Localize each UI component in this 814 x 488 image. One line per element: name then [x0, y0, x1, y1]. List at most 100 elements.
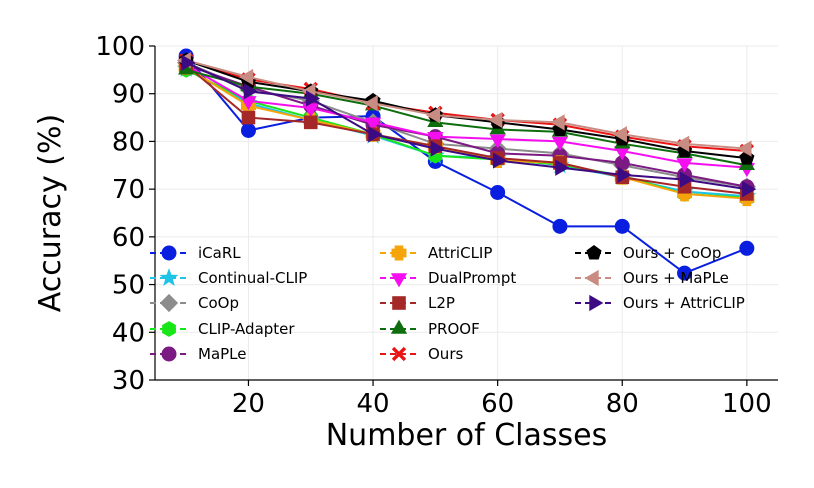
series-coop — [177, 53, 756, 196]
legend-item-continual-clip: Continual-CLIP — [150, 268, 307, 287]
data-point-ours-attriclip — [492, 152, 508, 169]
data-point-dualprompt — [489, 134, 506, 149]
data-point-ours-maple — [425, 107, 441, 124]
y-tick-label: 90 — [112, 80, 145, 110]
data-point-icarl — [677, 265, 693, 281]
y-tick-label: 50 — [112, 271, 145, 301]
data-point-icarl — [490, 184, 506, 200]
legend-item-ours-coop: Ours + CoOp — [575, 244, 721, 262]
legend-label: MaPLe — [198, 345, 247, 363]
legend-marker-ours-attriclip — [589, 294, 604, 312]
legend-marker-maple — [161, 346, 177, 362]
data-point-ours-maple — [488, 111, 503, 129]
legend-label: CLIP-Adapter — [198, 320, 295, 338]
grid — [155, 45, 778, 381]
legend-item-icarl: iCaRL — [150, 244, 241, 262]
series-line-attriclip — [185, 66, 747, 200]
data-point-ours-attriclip — [679, 171, 694, 188]
data-point-dualprompt — [676, 158, 693, 173]
data-point-icarl — [739, 240, 755, 256]
x-tick-label: 100 — [722, 389, 772, 419]
legend-item-ours-attriclip: Ours + AttriCLIP — [575, 294, 745, 312]
legend-item-maple: MaPLe — [150, 345, 247, 363]
series-line-l2p — [185, 64, 747, 195]
data-point-dualprompt — [364, 117, 382, 132]
y-axis-label: Accuracy (%) — [33, 114, 68, 312]
legend-item-ours: Ours — [380, 345, 463, 363]
legend-marker-dualprompt — [390, 273, 408, 288]
data-point-ours-maple — [550, 114, 565, 131]
legend-label: Ours + CoOp — [623, 244, 721, 262]
data-point-dualprompt — [551, 136, 569, 151]
series-line-ours-attriclip — [185, 61, 748, 191]
y-tick-label: 80 — [112, 127, 145, 157]
legend-item-proof: PROOF — [380, 319, 480, 338]
legend-item-ours-maple: Ours + MaPLe — [575, 269, 729, 287]
legend-marker-ours — [391, 346, 407, 362]
data-point-ours-attriclip — [555, 159, 570, 176]
legend-label: PROOF — [428, 320, 480, 338]
legend-label: Continual-CLIP — [198, 269, 307, 287]
data-point-icarl — [614, 218, 630, 234]
series-line-maple — [185, 64, 748, 188]
data-point-ours-maple — [363, 95, 378, 112]
legend-item-coop: CoOp — [150, 293, 239, 313]
x-tick-label: 40 — [357, 389, 390, 419]
legend-marker-ours-coop — [586, 245, 602, 260]
data-point-ours-attriclip — [243, 83, 258, 100]
data-point-icarl — [240, 122, 256, 138]
legend-label: Ours — [428, 345, 463, 363]
legend-marker-clip-adapter — [162, 321, 176, 337]
legend-label: iCaRL — [198, 244, 241, 262]
data-point-ours-attriclip — [306, 90, 321, 107]
data-point-l2p — [303, 115, 318, 130]
legend-label: Ours + MaPLe — [623, 269, 729, 287]
x-tick-label: 20 — [232, 389, 265, 419]
legend-label: DualPrompt — [428, 269, 516, 287]
legend-marker-l2p — [392, 296, 406, 310]
legend-label: AttriCLIP — [428, 244, 492, 262]
data-point-ours-attriclip — [368, 126, 383, 143]
legend-marker-attriclip — [391, 245, 407, 261]
legend-label: Ours + AttriCLIP — [623, 294, 745, 312]
legend-item-l2p: L2P — [380, 294, 455, 312]
legend-marker-continual-clip — [159, 268, 179, 286]
series-line-dualprompt — [185, 64, 747, 169]
data-point-ours-maple — [612, 126, 627, 143]
legend-marker-proof — [390, 319, 408, 334]
data-point-ours-maple — [737, 140, 752, 157]
legend-item-attriclip: AttriCLIP — [380, 244, 492, 262]
legend-item-dualprompt: DualPrompt — [380, 269, 516, 288]
data-point-ours-maple — [675, 135, 690, 152]
y-tick-label: 60 — [112, 223, 145, 253]
y-tick-label: 40 — [112, 318, 145, 348]
x-axis-label: Number of Classes — [326, 418, 608, 453]
series-line-proof — [185, 68, 748, 167]
x-tick-label: 60 — [481, 389, 514, 419]
series-line-ours-maple — [185, 59, 747, 150]
legend-marker-ours-maple — [584, 269, 599, 287]
y-tick-label: 70 — [112, 175, 145, 205]
data-point-ours-attriclip — [430, 140, 445, 157]
y-tick-label: 100 — [95, 32, 145, 62]
legend-label: CoOp — [198, 294, 239, 312]
series-line-ours-coop — [185, 59, 747, 160]
data-point-ours-maple — [239, 68, 254, 86]
data-point-l2p — [241, 110, 256, 125]
data-point-ours-attriclip — [181, 54, 196, 71]
legend-marker-coop — [159, 293, 179, 313]
series-ours-attriclip — [181, 54, 757, 198]
legend-item-clip-adapter: CLIP-Adapter — [150, 320, 295, 338]
data-point-ours-attriclip — [617, 166, 632, 183]
y-tick-label: 30 — [112, 366, 145, 396]
data-point-dualprompt — [427, 131, 444, 147]
legend: iCaRL Continual-CLIP CoOp CLIP-Adapter MaPLe… — [150, 244, 745, 363]
series-layer — [176, 48, 757, 281]
series-line-icarl — [185, 55, 748, 275]
legend-label: L2P — [428, 294, 455, 312]
axes: 30 40 50 60 70 80 90 100 20 40 60 80 100 — [95, 32, 778, 419]
data-point-ours-attriclip — [742, 181, 757, 198]
x-tick-label: 80 — [606, 389, 639, 419]
legend-marker-icarl — [161, 245, 177, 261]
